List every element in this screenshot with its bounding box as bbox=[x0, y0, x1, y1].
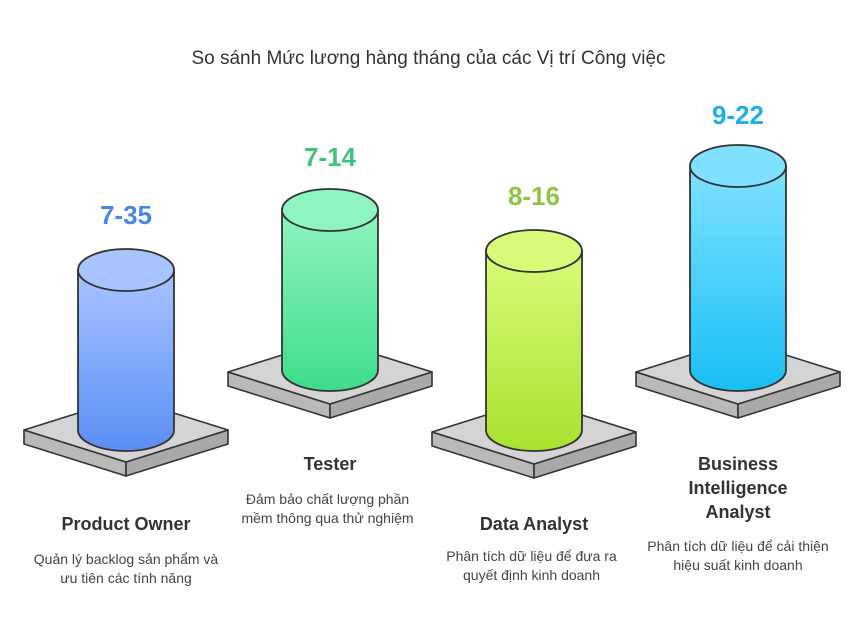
range-label-product-owner: 7-35 bbox=[99, 200, 153, 230]
cylinder-body bbox=[689, 165, 787, 392]
role-description-data-analyst: Phân tích dữ liệu để đưa ra quyết định k… bbox=[446, 548, 617, 583]
pillar-bi-analyst bbox=[635, 144, 841, 419]
role-description-tester: Đảm bảo chất lượng phần mềm thông qua th… bbox=[241, 491, 414, 526]
role-title-data-analyst: Data Analyst bbox=[479, 514, 589, 534]
role-description-product-owner: Quản lý backlog sản phẩm và ưu tiên các … bbox=[33, 551, 219, 586]
cylinder-top bbox=[281, 188, 379, 232]
cylinder-body bbox=[485, 250, 583, 452]
pillar-tester bbox=[227, 188, 433, 419]
cylinder-body bbox=[77, 269, 175, 452]
role-title-bi-analyst: Business Intelligence Analyst bbox=[688, 454, 788, 522]
cylinder-top bbox=[485, 229, 583, 273]
role-description-bi-analyst: Phân tích dữ liệu để cải thiện hiệu suất… bbox=[647, 538, 829, 573]
range-label-bi-analyst: 9-22 bbox=[711, 100, 765, 130]
range-label-tester: 7-14 bbox=[303, 142, 357, 172]
pillar-product-owner bbox=[23, 248, 229, 477]
range-label-data-analyst: 8-16 bbox=[507, 181, 561, 211]
role-title-product-owner: Product Owner bbox=[61, 514, 191, 534]
pillar-data-analyst bbox=[431, 229, 637, 479]
role-title-tester: Tester bbox=[303, 454, 357, 474]
cylinder-top bbox=[689, 144, 787, 188]
page-title: So sánh Mức lương hàng tháng của các Vị … bbox=[191, 48, 666, 69]
cylinder-body bbox=[281, 209, 379, 392]
cylinder-top bbox=[77, 248, 175, 292]
